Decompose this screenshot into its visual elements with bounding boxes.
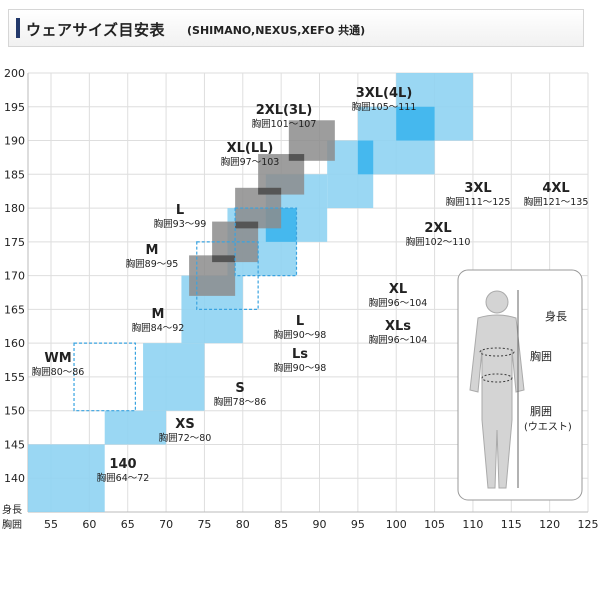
- figure-label-waist: 胴囲: [530, 405, 552, 418]
- size-box-slim: [73, 342, 136, 412]
- y-tick-label: 200: [4, 67, 25, 80]
- y-tick-label: 160: [4, 337, 25, 350]
- size-label: XS: [175, 417, 194, 432]
- size-label: L: [296, 314, 304, 329]
- y-tick-label: 165: [4, 303, 25, 316]
- figure-label-chest: 胸囲: [530, 349, 552, 363]
- x-tick-label: 70: [159, 518, 173, 531]
- size-box-asian-overlap: [288, 154, 305, 161]
- size-label: 2XL: [424, 221, 451, 236]
- y-tick-label: 190: [4, 135, 25, 148]
- figure-label-height: 身長: [545, 309, 567, 323]
- size-box-asian-overlap: [258, 187, 282, 195]
- y-tick-label: 185: [4, 168, 25, 181]
- size-label: XL: [389, 282, 407, 297]
- size-chest-label: 胸囲96〜104: [369, 297, 428, 309]
- size-chest-label: 胸囲96〜104: [369, 334, 428, 346]
- size-chest-label: 胸囲93〜99: [154, 218, 207, 230]
- x-tick-label: 95: [351, 518, 365, 531]
- chest-line: [479, 347, 515, 357]
- x-tick-label: 125: [578, 518, 599, 531]
- x-tick-label: 80: [236, 518, 250, 531]
- size-chest-label: 胸囲84〜92: [132, 322, 185, 334]
- size-box-slim: [234, 207, 298, 277]
- size-label: XL(LL): [227, 141, 274, 156]
- size-label: 4XL: [542, 181, 569, 196]
- size-label: 3XL(4L): [356, 86, 413, 101]
- x-tick-label: 100: [386, 518, 407, 531]
- size-box-asian-overlap: [235, 221, 259, 229]
- size-chest-label: 胸囲90〜98: [274, 329, 327, 341]
- size-box-standard: [28, 444, 105, 512]
- size-chest-label: 胸囲90〜98: [274, 362, 327, 374]
- x-tick-label: 105: [424, 518, 445, 531]
- y-tick-label: 180: [4, 202, 25, 215]
- x-tick-label: 85: [274, 518, 288, 531]
- size-chest-label: 胸囲78〜86: [214, 396, 267, 408]
- x-tick-label: 120: [539, 518, 560, 531]
- y-tick-label: 145: [4, 438, 25, 451]
- figure-body: [469, 314, 525, 489]
- page-title: ウェアサイズ目安表: [26, 21, 166, 39]
- x-tick-label: 115: [501, 518, 522, 531]
- size-label: 140: [109, 457, 136, 472]
- size-label: WM: [44, 351, 71, 366]
- size-chest-label: 胸囲102〜110: [406, 236, 471, 248]
- x-tick-label: 90: [313, 518, 327, 531]
- y-tick-label: 170: [4, 270, 25, 283]
- size-chest-label: 胸囲121〜135: [524, 196, 589, 208]
- y-tick-label: 150: [4, 405, 25, 418]
- size-label: 3XL: [464, 181, 491, 196]
- y-tick-label: 140: [4, 472, 25, 485]
- x-tick-label: 65: [121, 518, 135, 531]
- figure-head: [485, 290, 509, 314]
- size-chest-label: 胸囲105〜111: [352, 101, 417, 113]
- page-header: ウェアサイズ目安表 (SHIMANO,NEXUS,XEFO 共通): [8, 9, 584, 47]
- size-chest-label: 胸囲111〜125: [446, 196, 511, 208]
- waist-line: [481, 373, 513, 383]
- size-box-overlap: [357, 140, 374, 175]
- x-tick-label: 55: [44, 518, 58, 531]
- size-box-asian-overlap: [212, 255, 236, 263]
- x-tick-label: 60: [82, 518, 96, 531]
- header-accent-bar: [16, 18, 20, 38]
- size-label: XLs: [385, 319, 411, 334]
- y-tick-label: 175: [4, 236, 25, 249]
- figure-label-waist-sub: (ウエスト): [524, 421, 572, 433]
- size-chest-label: 胸囲72〜80: [159, 432, 212, 444]
- size-box-overlap: [396, 106, 435, 141]
- y-tick-label: 155: [4, 371, 25, 384]
- y-tick-label: 195: [4, 101, 25, 114]
- page-subtitle: (SHIMANO,NEXUS,XEFO 共通): [187, 24, 366, 37]
- body-figure-panel: [457, 269, 583, 501]
- size-label: S: [235, 381, 244, 396]
- size-label: M: [146, 243, 159, 258]
- x-tick-label: 110: [462, 518, 483, 531]
- y-axis-label: 身長: [2, 503, 22, 516]
- size-chest-label: 胸囲64〜72: [97, 472, 150, 484]
- size-label: L: [176, 203, 184, 218]
- size-chest-label: 胸囲89〜95: [126, 258, 179, 270]
- x-axis-label: 胸囲: [2, 518, 22, 531]
- size-label: Ls: [292, 347, 308, 362]
- size-chest-label: 胸囲101〜107: [252, 118, 317, 130]
- size-label: M: [152, 307, 165, 322]
- x-tick-label: 75: [197, 518, 211, 531]
- size-label: 2XL(3L): [256, 103, 313, 118]
- size-chest-label: 胸囲97〜103: [221, 156, 280, 168]
- size-chest-label: 胸囲80〜86: [32, 366, 85, 378]
- size-box-standard: [143, 343, 205, 411]
- size-box-standard: [104, 410, 167, 445]
